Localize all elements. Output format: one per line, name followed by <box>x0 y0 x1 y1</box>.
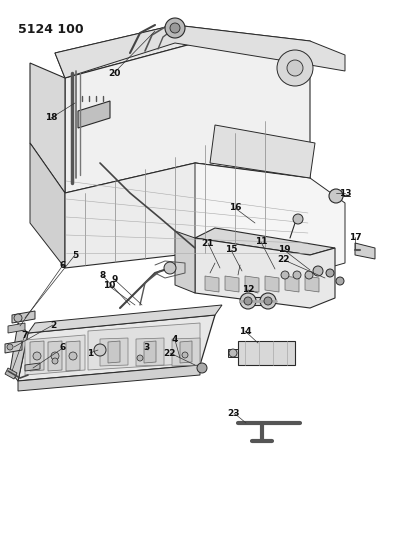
Polygon shape <box>195 238 335 308</box>
Circle shape <box>277 50 313 86</box>
Polygon shape <box>18 315 215 381</box>
Circle shape <box>336 277 344 285</box>
Circle shape <box>244 297 252 305</box>
Polygon shape <box>238 341 295 365</box>
Text: 22: 22 <box>278 255 290 264</box>
Text: 13: 13 <box>339 189 351 198</box>
Text: 4: 4 <box>172 335 178 344</box>
Text: 10: 10 <box>103 281 115 290</box>
Polygon shape <box>245 276 259 292</box>
Text: 6: 6 <box>60 261 66 270</box>
Text: 14: 14 <box>239 327 251 335</box>
Circle shape <box>164 262 176 274</box>
Polygon shape <box>5 341 22 353</box>
Text: 15: 15 <box>225 246 237 254</box>
Text: 5124 100: 5124 100 <box>18 23 84 36</box>
Text: 18: 18 <box>45 114 57 123</box>
Circle shape <box>51 352 59 360</box>
Polygon shape <box>66 341 80 371</box>
Text: 6: 6 <box>60 343 66 352</box>
Polygon shape <box>195 228 335 255</box>
Polygon shape <box>8 323 25 333</box>
Polygon shape <box>144 341 156 363</box>
Text: 12: 12 <box>242 286 254 295</box>
Polygon shape <box>172 338 200 366</box>
Circle shape <box>293 271 301 279</box>
Text: 1: 1 <box>87 349 93 358</box>
Polygon shape <box>175 231 195 293</box>
Circle shape <box>170 23 180 33</box>
Polygon shape <box>136 338 164 366</box>
Circle shape <box>165 18 185 38</box>
Circle shape <box>260 293 276 309</box>
Polygon shape <box>5 368 17 379</box>
Text: 20: 20 <box>108 69 120 77</box>
Polygon shape <box>210 125 315 178</box>
Polygon shape <box>248 297 268 305</box>
Polygon shape <box>65 43 310 193</box>
Polygon shape <box>100 338 128 366</box>
Text: 17: 17 <box>349 232 361 241</box>
Circle shape <box>182 352 188 358</box>
Circle shape <box>33 352 41 360</box>
Circle shape <box>197 363 207 373</box>
Polygon shape <box>228 349 238 357</box>
Polygon shape <box>30 63 65 193</box>
Circle shape <box>137 355 143 361</box>
Polygon shape <box>65 163 310 273</box>
Polygon shape <box>88 323 200 370</box>
Polygon shape <box>25 363 40 371</box>
Text: 21: 21 <box>202 238 214 247</box>
Circle shape <box>293 214 303 224</box>
Text: 11: 11 <box>255 238 267 246</box>
Polygon shape <box>55 25 340 78</box>
Text: 3: 3 <box>143 343 149 352</box>
Circle shape <box>305 271 313 279</box>
Circle shape <box>281 271 289 279</box>
Circle shape <box>52 358 58 364</box>
Circle shape <box>14 314 22 322</box>
Polygon shape <box>265 276 279 292</box>
Polygon shape <box>305 276 319 292</box>
Circle shape <box>313 266 323 276</box>
Polygon shape <box>48 341 62 371</box>
Polygon shape <box>28 305 222 333</box>
Text: 5: 5 <box>72 251 78 260</box>
Text: 22: 22 <box>164 349 176 358</box>
Circle shape <box>229 349 237 357</box>
Text: 19: 19 <box>278 246 290 254</box>
Polygon shape <box>18 365 200 391</box>
Polygon shape <box>180 341 192 363</box>
Polygon shape <box>12 311 35 323</box>
Circle shape <box>287 60 303 76</box>
Circle shape <box>240 293 256 309</box>
Polygon shape <box>55 25 345 78</box>
Polygon shape <box>355 243 375 259</box>
Polygon shape <box>30 341 44 371</box>
Polygon shape <box>25 335 85 375</box>
Text: 16: 16 <box>229 204 241 213</box>
Circle shape <box>94 344 106 356</box>
Circle shape <box>326 269 334 277</box>
Text: 23: 23 <box>228 408 240 417</box>
Text: 2: 2 <box>50 320 56 329</box>
Circle shape <box>7 344 13 350</box>
Circle shape <box>329 189 343 203</box>
Polygon shape <box>225 276 239 292</box>
Polygon shape <box>10 323 28 381</box>
Polygon shape <box>30 143 65 268</box>
Polygon shape <box>285 276 299 292</box>
Polygon shape <box>205 276 219 292</box>
Polygon shape <box>195 163 345 273</box>
Text: 7: 7 <box>22 330 28 340</box>
Text: 9: 9 <box>112 276 118 285</box>
Polygon shape <box>78 101 110 128</box>
Circle shape <box>264 297 272 305</box>
Text: 8: 8 <box>100 271 106 280</box>
Polygon shape <box>108 341 120 363</box>
Circle shape <box>69 352 77 360</box>
